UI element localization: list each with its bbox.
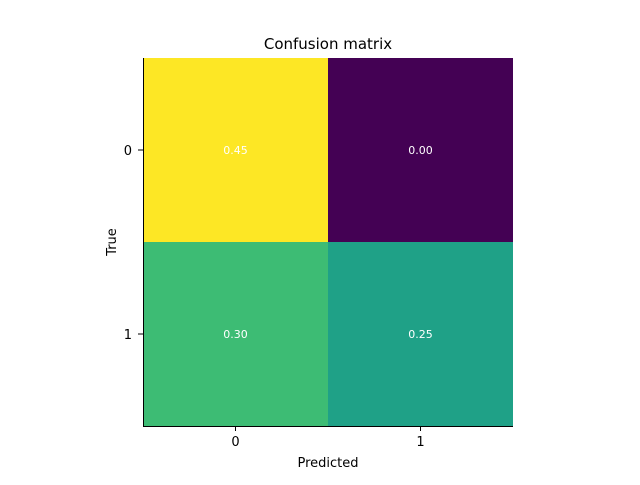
- heatmap-cells: 0.45 0.00 0.30 0.25: [143, 58, 513, 426]
- heatmap-cell: [328, 58, 513, 242]
- cell-value-label: 0.00: [408, 144, 433, 157]
- y-axis-label: True: [105, 228, 120, 257]
- cell-value-label: 0.30: [223, 328, 248, 341]
- x-axis-label: Predicted: [297, 456, 358, 471]
- y-ticks: 01: [124, 144, 143, 343]
- cell-value-label: 0.25: [408, 328, 433, 341]
- heatmap-cell: [328, 242, 513, 426]
- heatmap-cell: [143, 242, 328, 426]
- cell-value-label: 0.45: [223, 144, 248, 157]
- heatmap-cell: [143, 58, 328, 242]
- x-tick-label: 0: [231, 435, 239, 450]
- y-tick-label: 0: [124, 144, 132, 159]
- chart-title: Confusion matrix: [264, 35, 392, 53]
- x-tick-label: 1: [416, 435, 424, 450]
- y-tick-label: 1: [124, 328, 132, 343]
